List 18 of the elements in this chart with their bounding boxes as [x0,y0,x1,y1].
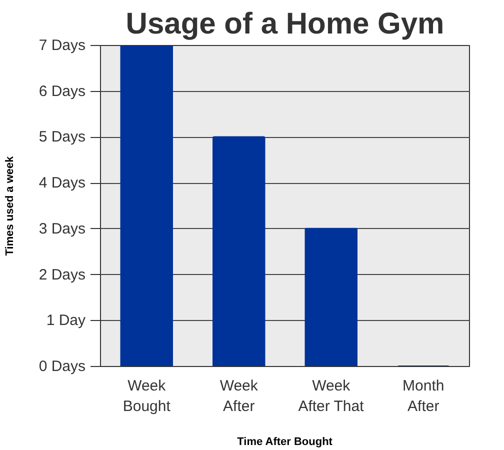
y-tick-label: 5 Days [38,128,86,146]
y-tick-label: 2 Days [38,266,86,284]
y-tick-label: 7 Days [38,37,86,54]
chart-title: Usage of a Home Gym [126,8,444,40]
bar [212,136,266,366]
x-axis-title: Time After Bought [237,436,333,448]
bar [304,228,358,366]
x-tick-label: Week After That [298,378,365,415]
x-tick-label: Month After [402,378,444,415]
y-tick-label: 6 Days [38,82,86,100]
y-tick-label: 4 Days [38,174,86,192]
y-tick-label: 1 Day [46,312,86,330]
x-tick-label: Week Bought [122,378,172,415]
y-axis-title: Times used a week [4,155,16,256]
y-tick-label: 3 Days [38,220,86,238]
x-tick-label: Week After [220,378,258,415]
y-tick-label: 0 Days [38,358,86,375]
bar [120,46,173,366]
